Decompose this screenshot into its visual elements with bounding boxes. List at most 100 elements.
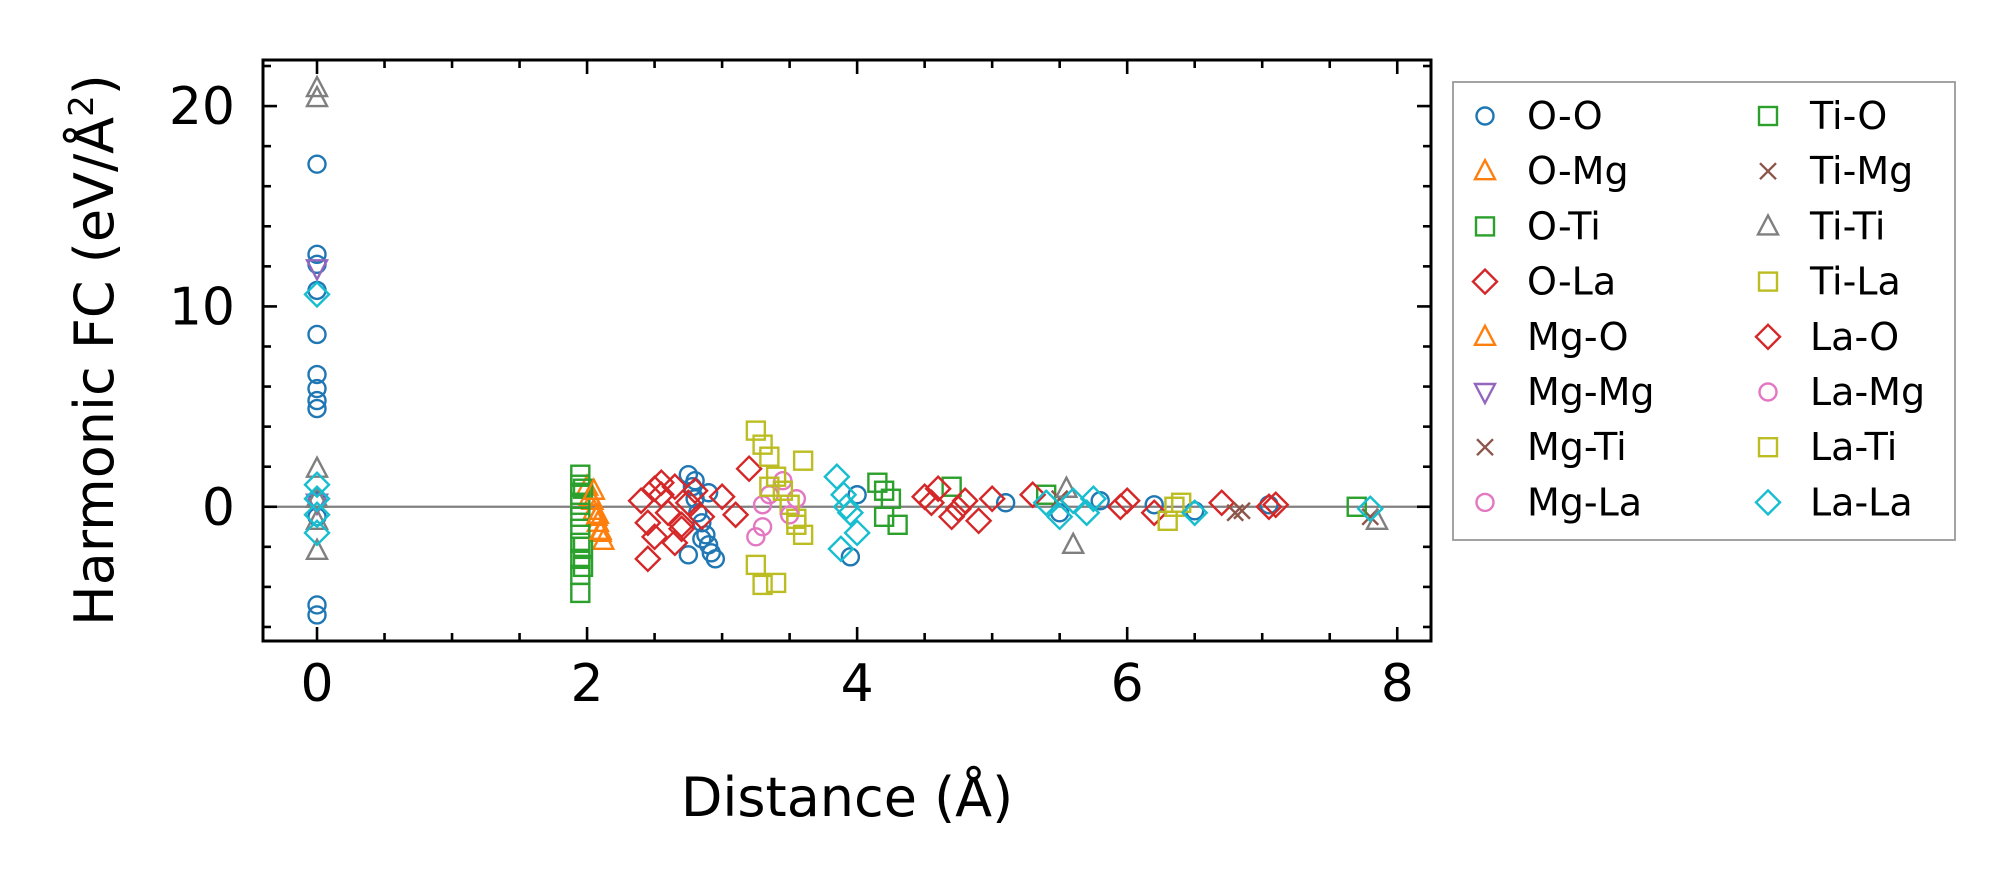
data-point-ti-ti — [1061, 531, 1086, 555]
axis-ticks-layer: 0 2 4 6 8 0 10 20 — [169, 60, 1431, 714]
data-point-o-la — [978, 485, 1006, 513]
data-point-la-la — [1045, 503, 1074, 531]
data-point-la-o — [667, 515, 696, 543]
x-tick-label: 8 — [1381, 654, 1414, 714]
data-point-ti-o — [887, 514, 908, 535]
y-tick-label: 0 — [202, 478, 235, 538]
legend-item-la-ti: La-Ti — [1757, 425, 1897, 469]
series-la-ti — [759, 476, 1185, 535]
legend-label-o-la: O-La — [1527, 260, 1616, 304]
data-point-ti-o — [873, 480, 895, 501]
data-point-o-mg — [585, 509, 610, 532]
data-point-la-la — [303, 519, 331, 547]
legend-item-ti-ti: Ti-Ti — [1756, 204, 1885, 248]
data-point-la-la — [832, 493, 861, 521]
data-point-ti-la — [759, 446, 780, 467]
data-point-o-o — [685, 471, 705, 491]
data-point-mg-la — [752, 517, 773, 537]
data-point-o-la — [634, 509, 662, 537]
data-point-o-la — [1140, 499, 1168, 527]
data-point-o-o — [705, 549, 726, 569]
data-point-o-la — [1018, 481, 1047, 509]
data-point-ti-ti — [305, 507, 329, 530]
legend-label-mg-o: Mg-O — [1527, 315, 1629, 359]
y-axis-label-tail: ) — [63, 74, 126, 95]
legend-marker-o-la — [1471, 267, 1499, 296]
data-point-o-la — [640, 523, 669, 551]
data-point-la-la — [843, 519, 871, 547]
legend-item-o-la: O-La — [1471, 260, 1616, 304]
data-point-la-o — [640, 475, 669, 503]
data-point-mg-o — [581, 477, 606, 500]
legend-label-ti-ti: Ti-Ti — [1809, 204, 1885, 248]
y-axis-label: Harmonic FC (eV/Å2) — [62, 74, 126, 626]
data-point-o-o — [307, 324, 327, 345]
data-point-ti-ti — [305, 537, 329, 561]
data-point-la-ti — [759, 476, 780, 497]
data-point-o-la — [661, 473, 689, 501]
plot-area-frame — [261, 58, 1433, 643]
data-point-o-o — [995, 493, 1016, 513]
legend-marker-la-la — [1754, 488, 1782, 517]
series-ti-o — [572, 480, 1367, 578]
data-point-la-ti — [1164, 496, 1185, 517]
data-point-la-la — [827, 535, 855, 563]
legend-marker-ti-mg — [1759, 162, 1777, 181]
data-point-la-la — [303, 485, 331, 513]
data-point-o-ti — [570, 494, 591, 515]
data-point-o-la — [1208, 489, 1236, 517]
data-point-o-o — [678, 545, 699, 565]
data-point-o-o — [307, 398, 327, 419]
legend-frame — [1452, 81, 1956, 541]
legend-label-mg-la: Mg-La — [1527, 480, 1642, 524]
series-ti-mg — [1050, 489, 1245, 522]
x-tick-label: 2 — [571, 654, 604, 714]
series-ti-la — [745, 420, 1192, 596]
legend-item-la-o: La-O — [1754, 315, 1899, 359]
data-point-o-o — [307, 364, 327, 385]
series-la-la — [303, 280, 1384, 563]
data-point-o-la — [634, 545, 662, 573]
legend-marker-mg-la — [1475, 492, 1495, 513]
data-point-o-ti — [572, 536, 594, 558]
data-point-o-o — [840, 547, 861, 567]
data-point-o-la — [688, 503, 716, 531]
data-point-ti-ti — [305, 84, 329, 108]
data-point-ti-la — [1157, 510, 1178, 531]
data-point-mg-ti — [1233, 501, 1251, 520]
data-point-o-la — [924, 475, 952, 503]
series-o-ti — [570, 464, 1057, 604]
data-point-la-o — [944, 495, 973, 523]
y-axis-label-main: Harmonic FC (eV/Å — [62, 117, 126, 626]
data-point-ti-la — [745, 554, 767, 576]
data-point-la-la — [1181, 499, 1209, 527]
legend-item-mg-mg: Mg-Mg — [1473, 370, 1655, 414]
data-point-ti-la — [765, 572, 787, 594]
data-point-o-o — [307, 154, 327, 174]
legend-label-o-o: O-O — [1527, 94, 1603, 138]
legend-item-ti-o: Ti-O — [1757, 94, 1887, 138]
legend-marker-o-o — [1475, 106, 1495, 126]
data-point-ti-la — [792, 450, 814, 471]
legend-label-la-ti: La-Ti — [1810, 425, 1897, 469]
data-point-ti-la — [752, 434, 773, 455]
legend-items: O-O O-Mg O-Ti O-La Mg-O Mg-Mg Mg-Ti Mg-La Ti-O Ti… — [1471, 94, 1925, 524]
data-point-mg-o — [588, 517, 613, 541]
x-tick-label: 6 — [1111, 654, 1144, 714]
legend-item-mg-la: Mg-La — [1475, 480, 1642, 524]
data-point-ti-la — [745, 420, 767, 441]
data-point-o-o — [1144, 495, 1164, 515]
data-point-ti-mg — [1226, 503, 1245, 522]
data-point-la-la — [1079, 485, 1108, 513]
data-point-o-la — [937, 503, 966, 531]
data-point-o-ti — [570, 532, 591, 554]
data-point-la-la — [303, 471, 331, 499]
data-point-o-la — [674, 489, 703, 517]
legend-item-la-mg: La-Mg — [1758, 370, 1925, 414]
legend-marker-ti-o — [1757, 105, 1779, 127]
data-point-ti-la — [779, 494, 800, 515]
x-tick-label: 4 — [841, 654, 874, 714]
legend-item-o-mg: O-Mg — [1473, 149, 1629, 193]
y-axis-label-superscript: 2 — [62, 95, 102, 117]
